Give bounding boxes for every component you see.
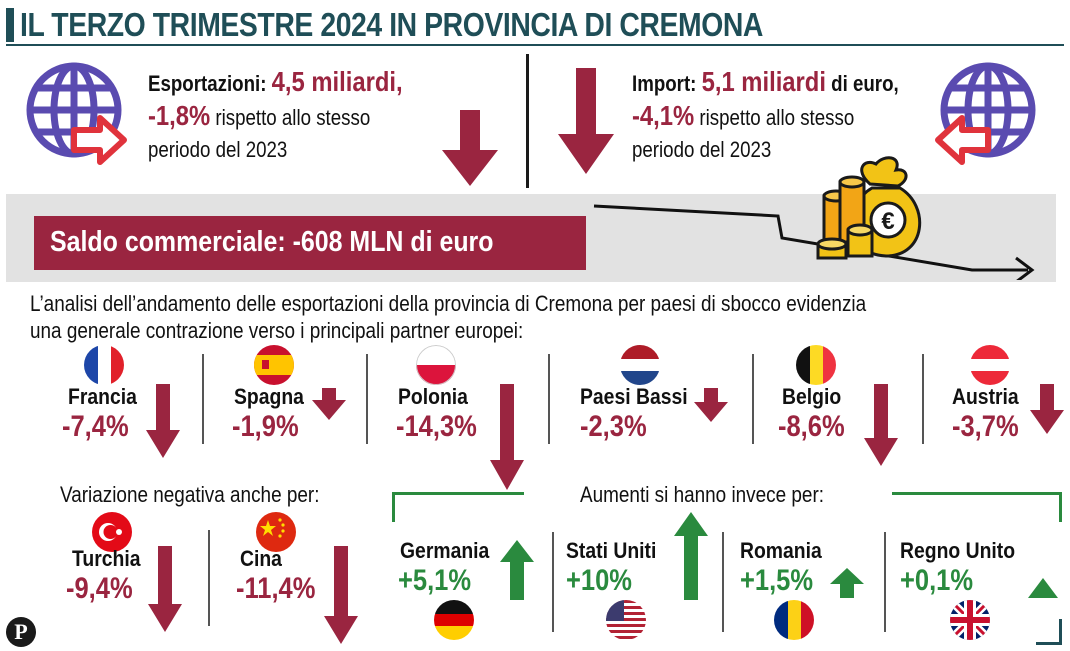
- down-arrow-icon: [694, 388, 728, 422]
- country-name-belgio: Belgio: [782, 384, 842, 409]
- imports-tail: rispetto allo stesso: [699, 105, 855, 130]
- country-name-stati-uniti: Stati Uniti: [566, 538, 657, 563]
- bracket-top-left: [392, 492, 524, 495]
- down-arrow-icon: [324, 546, 358, 644]
- country-value-cina: -11,4%: [236, 572, 316, 605]
- country-name-polonia: Polonia: [398, 384, 468, 409]
- column-divider: [884, 532, 886, 632]
- intro-line-1: L’analisi dell’andamento delle esportazi…: [30, 291, 867, 316]
- up-arrow-icon: [830, 568, 864, 598]
- trend-arrow-icon: [593, 204, 1035, 280]
- country-value-romania: +1,5%: [740, 564, 814, 597]
- column-divider: [366, 354, 368, 444]
- exports-tail: rispetto allo stesso: [215, 105, 371, 130]
- down-arrow-icon: [312, 388, 346, 420]
- column-divider: [722, 532, 724, 632]
- exports-change: -1,8%: [148, 100, 211, 131]
- country-name-romania: Romania: [740, 538, 822, 563]
- globe-export-icon: [26, 62, 127, 165]
- top-divider: [526, 54, 529, 188]
- country-value-paesi-bassi: -2,3%: [580, 410, 647, 443]
- publisher-logo: P: [6, 617, 36, 647]
- imports-change: -4,1%: [632, 100, 695, 131]
- bracket-left: [392, 492, 395, 522]
- country-value-regno-unito: +0,1%: [900, 564, 974, 597]
- down-arrow-icon: [148, 546, 182, 632]
- france-flag-icon: [84, 345, 124, 385]
- country-name-spagna: Spagna: [234, 384, 304, 409]
- trade-balance-text: Saldo commerciale: -608 MLN di euro: [50, 226, 494, 258]
- country-name-francia: Francia: [68, 384, 137, 409]
- country-value-austria: -3,7%: [952, 410, 1019, 443]
- exports-down-arrow-icon: [442, 110, 498, 186]
- negative-section-label: Variazione negativa anche per:: [60, 482, 320, 507]
- money-bag-icon: €: [816, 156, 922, 260]
- up-arrow-icon: [1028, 578, 1058, 598]
- intro-line-2: una generale contrazione verso i princip…: [30, 318, 524, 343]
- imports-label: Import:: [632, 71, 697, 96]
- exports-period: periodo del 2023: [148, 137, 288, 162]
- country-name-turchia: Turchia: [72, 546, 141, 571]
- spain-flag-icon: [254, 345, 294, 385]
- column-divider: [922, 354, 924, 444]
- uk-flag-icon: [950, 600, 990, 640]
- country-value-spagna: -1,9%: [232, 410, 299, 443]
- country-value-turchia: -9,4%: [66, 572, 133, 605]
- bracket-right: [1059, 492, 1062, 522]
- country-name-germania: Germania: [400, 538, 490, 563]
- column-divider: [548, 354, 550, 444]
- turkey-flag-icon: [92, 512, 132, 552]
- column-divider: [552, 532, 554, 632]
- bracket-top-right: [892, 492, 1062, 495]
- page-title: IL TERZO TRIMESTRE 2024 IN PROVINCIA DI …: [20, 6, 763, 43]
- country-name-cina: Cina: [240, 546, 282, 571]
- china-flag-icon: [256, 512, 296, 552]
- germany-flag-icon: [434, 600, 474, 640]
- up-arrow-icon: [674, 512, 708, 600]
- country-value-belgio: -8,6%: [778, 410, 845, 443]
- usa-flag-icon: [606, 600, 646, 640]
- country-value-francia: -7,4%: [62, 410, 129, 443]
- netherlands-flag-icon: [620, 345, 660, 385]
- down-arrow-icon: [146, 384, 180, 458]
- exports-block: Esportazioni: 4,5 miliardi, -1,8% rispet…: [148, 66, 403, 166]
- up-arrow-icon: [500, 540, 534, 600]
- column-divider: [202, 354, 204, 444]
- poland-flag-icon: [416, 345, 456, 385]
- down-arrow-icon: [1030, 384, 1064, 434]
- imports-amount: 5,1 miliardi: [701, 66, 826, 97]
- austria-flag-icon: [970, 345, 1010, 385]
- intro-text: L’analisi dell’andamento delle esportazi…: [30, 290, 866, 344]
- imports-unit: di euro,: [831, 71, 899, 96]
- corner-mark: [1036, 619, 1062, 645]
- trade-balance-label: Saldo commerciale: -608 MLN di euro: [34, 216, 586, 270]
- imports-block: Import: 5,1 miliardi di euro, -4,1% risp…: [632, 66, 899, 166]
- imports-period: periodo del 2023: [632, 137, 772, 162]
- romania-flag-icon: [774, 600, 814, 640]
- country-name-regno-unito: Regno Unito: [900, 538, 1016, 563]
- country-value-polonia: -14,3%: [396, 410, 477, 443]
- column-divider: [208, 530, 210, 626]
- exports-label: Esportazioni:: [148, 71, 267, 96]
- country-value-stati-uniti: +10%: [566, 564, 632, 597]
- imports-down-arrow-icon: [558, 68, 614, 174]
- positive-section-label: Aumenti si hanno invece per:: [580, 482, 825, 507]
- svg-text:€: €: [881, 208, 894, 235]
- country-name-austria: Austria: [952, 384, 1019, 409]
- country-name-paesi-bassi: Paesi Bassi: [580, 384, 688, 409]
- country-value-germania: +5,1%: [398, 564, 472, 597]
- globe-import-icon: [935, 62, 1036, 165]
- title-accent-bar: [6, 8, 14, 42]
- down-arrow-icon: [490, 384, 524, 490]
- title-divider: [6, 44, 1064, 46]
- column-divider: [752, 354, 754, 444]
- down-arrow-icon: [864, 384, 898, 466]
- belgium-flag-icon: [796, 345, 836, 385]
- exports-amount: 4,5 miliardi,: [271, 66, 403, 97]
